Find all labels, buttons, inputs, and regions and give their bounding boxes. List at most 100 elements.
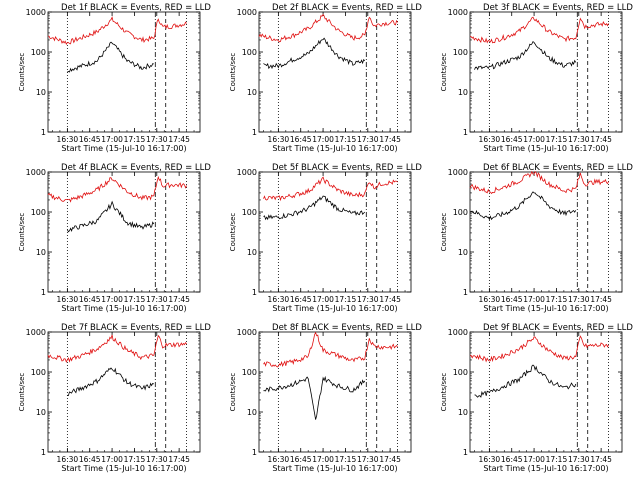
y-tick-label: 1000	[26, 168, 46, 177]
y-tick-label: 100	[31, 48, 46, 57]
y-tick-label: 1	[463, 288, 468, 297]
series-line-lld	[469, 170, 609, 195]
x-tick-label: 17:00	[312, 135, 334, 144]
x-tick-label: 17:30	[357, 295, 379, 304]
chart-panel-8: Det 8f BLACK = Events, RED = LLD 1 10 100 10…	[229, 323, 422, 473]
chart-title: Det 2f BLACK = Events, RED = LLD	[272, 3, 422, 13]
chart-panel-7: Det 7f BLACK = Events, RED = LLD 1 10 100 10…	[18, 323, 211, 473]
chart-title: Det 6f BLACK = Events, RED = LLD	[483, 163, 633, 173]
x-tick-label: 17:45	[379, 295, 401, 304]
x-tick-label: 17:30	[146, 455, 168, 464]
plot-frame	[47, 331, 201, 453]
chart-title: Det 5f BLACK = Events, RED = LLD	[272, 163, 422, 173]
plot-frame	[258, 11, 412, 133]
y-tick-label: 1	[41, 448, 46, 457]
y-tick-label: 1000	[448, 8, 468, 17]
series-line-lld	[469, 335, 609, 363]
y-tick-label: 100	[453, 48, 468, 57]
y-tick-label: 100	[242, 48, 257, 57]
x-tick-label: 16:30	[57, 135, 79, 144]
chart-title: Det 3f BLACK = Events, RED = LLD	[483, 3, 633, 13]
series-line-lld	[263, 176, 398, 202]
series-line-lld	[47, 175, 187, 203]
y-axis-label: Counts/sec	[18, 53, 26, 92]
series-line-lld	[263, 331, 398, 368]
x-tick-label: 16:30	[479, 455, 501, 464]
y-tick-label: 100	[242, 208, 257, 217]
y-tick-label: 1	[41, 288, 46, 297]
x-tick-label: 16:45	[290, 455, 312, 464]
y-tick-label: 10	[247, 248, 257, 257]
y-tick-label: 100	[453, 208, 468, 217]
x-tick-label: 17:15	[335, 455, 357, 464]
x-tick-label: 16:30	[479, 135, 501, 144]
x-tick-label: 16:30	[268, 135, 290, 144]
y-tick-label: 1	[463, 128, 468, 137]
x-tick-label: 16:30	[57, 295, 79, 304]
y-tick-label: 10	[458, 248, 468, 257]
plot-frame	[47, 171, 201, 293]
y-tick-label: 1000	[448, 168, 468, 177]
chart-title: Det 7f BLACK = Events, RED = LLD	[61, 323, 211, 333]
series-line-events	[67, 200, 155, 233]
chart-panel-9: Det 9f BLACK = Events, RED = LLD 1 10 100 10…	[440, 323, 633, 473]
x-tick-label: 16:45	[290, 135, 312, 144]
x-tick-label: 17:00	[101, 295, 123, 304]
series-line-lld	[469, 16, 609, 44]
y-tick-label: 1	[252, 128, 257, 137]
y-tick-label: 100	[453, 368, 468, 377]
y-axis-label: Counts/sec	[229, 213, 237, 252]
y-axis-label: Counts/sec	[18, 213, 26, 252]
x-tick-label: 17:15	[335, 295, 357, 304]
y-tick-label: 10	[247, 408, 257, 417]
x-axis-label: Start Time (15-Jul-10 16:17:00)	[272, 304, 397, 313]
x-axis-label: Start Time (15-Jul-10 16:17:00)	[272, 144, 397, 153]
x-axis-label: Start Time (15-Jul-10 16:17:00)	[483, 464, 608, 473]
x-axis-label: Start Time (15-Jul-10 16:17:00)	[483, 304, 608, 313]
x-tick-label: 17:30	[357, 455, 379, 464]
x-axis-label: Start Time (15-Jul-10 16:17:00)	[61, 464, 186, 473]
plot-frame	[469, 331, 623, 453]
x-tick-label: 16:45	[290, 295, 312, 304]
x-tick-label: 16:45	[501, 295, 523, 304]
chart-title: Det 4f BLACK = Events, RED = LLD	[61, 163, 211, 173]
x-tick-label: 17:00	[101, 135, 123, 144]
x-tick-label: 17:45	[590, 135, 612, 144]
series-line-events	[263, 375, 366, 420]
chart-title: Det 9f BLACK = Events, RED = LLD	[483, 323, 633, 333]
y-tick-label: 1	[41, 128, 46, 137]
y-axis-label: Counts/sec	[18, 373, 26, 412]
x-tick-label: 17:30	[568, 135, 590, 144]
x-tick-label: 17:00	[523, 135, 545, 144]
chart-title: Det 8f BLACK = Events, RED = LLD	[272, 323, 422, 333]
plot-frame	[469, 171, 623, 293]
y-tick-label: 100	[31, 208, 46, 217]
x-tick-label: 17:15	[335, 135, 357, 144]
x-tick-label: 16:45	[501, 455, 523, 464]
x-tick-label: 16:30	[268, 455, 290, 464]
y-tick-label: 1	[463, 448, 468, 457]
x-tick-label: 17:00	[523, 455, 545, 464]
y-axis-label: Counts/sec	[229, 373, 237, 412]
chart-panel-1: Det 1f BLACK = Events, RED = LLD 1 10 100 10…	[18, 3, 211, 153]
x-axis-label: Start Time (15-Jul-10 16:17:00)	[272, 464, 397, 473]
x-tick-label: 17:45	[168, 295, 190, 304]
y-tick-label: 1000	[26, 328, 46, 337]
series-line-events	[469, 191, 577, 221]
x-tick-label: 16:45	[79, 295, 101, 304]
series-line-events	[474, 364, 577, 398]
x-tick-label: 17:15	[124, 295, 146, 304]
x-tick-label: 16:30	[479, 295, 501, 304]
series-line-lld	[47, 334, 187, 363]
y-axis-label: Counts/sec	[229, 53, 237, 92]
y-axis-label: Counts/sec	[440, 53, 448, 92]
series-line-lld	[258, 13, 398, 43]
y-tick-label: 1	[252, 448, 257, 457]
y-axis-label: Counts/sec	[440, 373, 448, 412]
x-tick-label: 17:30	[146, 295, 168, 304]
x-tick-label: 16:45	[79, 135, 101, 144]
x-tick-label: 17:00	[312, 295, 334, 304]
x-tick-label: 17:15	[124, 455, 146, 464]
x-tick-label: 17:30	[357, 135, 379, 144]
